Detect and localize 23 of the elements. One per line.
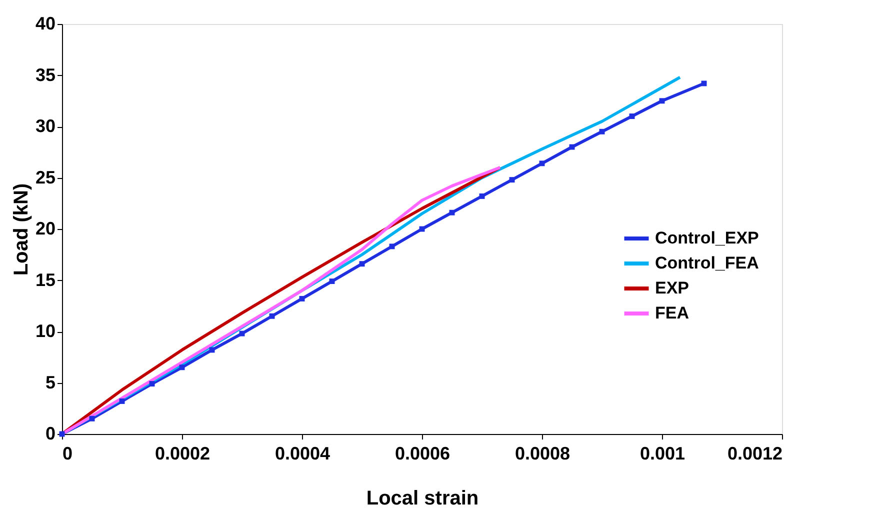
y-axis-title: Load (kN)	[10, 183, 32, 276]
legend-label: Control_FEA	[655, 254, 759, 272]
y-tick-label: 0	[45, 424, 56, 444]
y-tick-label: 35	[35, 64, 56, 85]
y-tick-label: 20	[35, 218, 56, 238]
y-tick-label: 25	[35, 167, 56, 188]
legend-label: FEA	[655, 304, 689, 322]
line-series	[60, 166, 502, 436]
x-tick-label: 0.001	[640, 444, 686, 464]
x-tick-label: 0.0012	[727, 444, 782, 464]
y-tick-label: 10	[35, 321, 56, 341]
y-tick-label: 5	[45, 372, 56, 392]
x-axis-title: Local strain	[366, 488, 479, 510]
y-tick-label: 40	[35, 14, 56, 34]
x-tick-label: 0.0002	[154, 444, 210, 464]
legend-label: Control_EXP	[655, 228, 759, 248]
x-tick-label: 0.0006	[394, 444, 450, 464]
legend-label: EXP	[655, 278, 690, 298]
x-tick-label: 0.0008	[514, 444, 570, 464]
x-tick-label: 0.0004	[274, 444, 330, 464]
y-tick-label: 30	[35, 116, 56, 136]
y-tick-label: 15	[35, 270, 56, 290]
x-tick-label: 0	[62, 444, 73, 464]
